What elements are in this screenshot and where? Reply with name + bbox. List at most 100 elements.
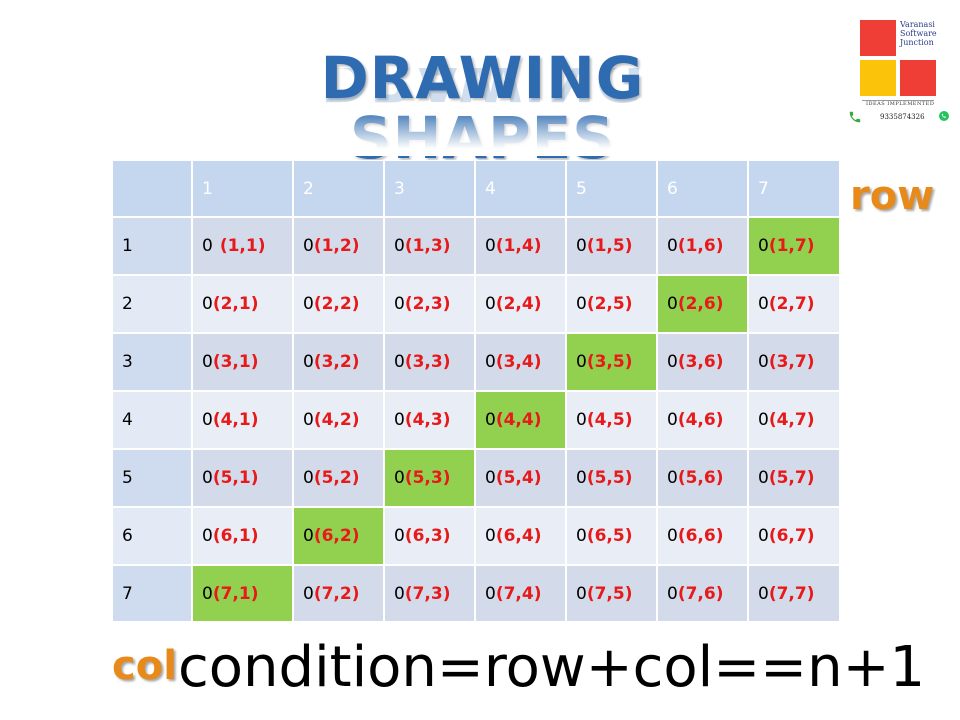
- cell-coordinate: (6,1): [212, 526, 259, 546]
- cell-value: 0: [667, 236, 678, 256]
- row-label: row: [850, 173, 935, 219]
- cell-value: 0: [576, 526, 587, 546]
- logo-name: Varanasi Software Junction: [900, 20, 960, 47]
- cell-value: 0: [667, 526, 678, 546]
- table-cell: 0 (6,7): [748, 507, 840, 565]
- cell-coordinate: (5,7): [768, 468, 815, 488]
- condition-text: condition=row+col==n+1: [178, 635, 926, 700]
- cell-value: 0: [394, 236, 405, 256]
- table-cell-highlighted: 0 (5,3): [384, 449, 475, 507]
- table-cell: 0 (4,5): [566, 391, 657, 449]
- cell-coordinate: (4,4): [495, 410, 542, 430]
- table-cell: 0 (4,2): [293, 391, 384, 449]
- cell-coordinate: (1,4): [495, 236, 542, 256]
- whatsapp-icon: [939, 111, 949, 121]
- cell-coordinate: (5,6): [677, 468, 724, 488]
- cell-coordinate: (4,5): [586, 410, 633, 430]
- cell-value: 0: [202, 236, 213, 256]
- cell-value: 0: [485, 352, 496, 372]
- row-header: 5: [112, 449, 192, 507]
- column-header: 6: [657, 160, 748, 217]
- cell-value: 0: [667, 294, 678, 314]
- cell-value: 0: [394, 294, 405, 314]
- matrix-table: 1 2 3 4 5 6 7 1 0 (1,1) 0 (1,2) 0 (1,3) 0 (1,4) 0 (1,5) 0(…: [112, 160, 840, 622]
- table-cell: 0 (5,2): [293, 449, 384, 507]
- cell-value: 0: [202, 583, 213, 604]
- table-cell: 0 (5,4): [475, 449, 566, 507]
- cell-value: 0: [485, 468, 496, 488]
- cell-coordinate: (2,1): [212, 294, 259, 314]
- cell-coordinate: (7,6): [677, 583, 724, 604]
- table-cell: 0 (5,5): [566, 449, 657, 507]
- cell-coordinate: (3,6): [677, 352, 724, 372]
- cell-coordinate: (5,3): [404, 468, 451, 488]
- cell-value: 0: [576, 352, 587, 372]
- row-header: 1: [112, 217, 192, 275]
- logo-divider: [862, 100, 934, 101]
- table-cell: 0 (3,6): [657, 333, 748, 391]
- logo-red-square: [860, 20, 896, 56]
- cell-value: 0: [303, 526, 314, 546]
- cell-value: 0: [202, 294, 213, 314]
- cell-value: 0: [667, 352, 678, 372]
- cell-value: 0: [303, 236, 314, 256]
- cell-value: 0: [394, 468, 405, 488]
- table-cell-highlighted: 0 (6,2): [293, 507, 384, 565]
- cell-value: 0: [303, 468, 314, 488]
- table-cell: 0 (6,5): [566, 507, 657, 565]
- cell-coordinate: (7,2): [313, 583, 360, 604]
- reflection-fade: [205, 108, 760, 156]
- col-label: col: [112, 643, 177, 689]
- table-cell: 0 (5,1): [192, 449, 293, 507]
- cell-value: 0: [758, 410, 769, 430]
- table-cell: 0 (6,3): [384, 507, 475, 565]
- cell-coordinate: (7,7): [768, 583, 815, 604]
- cell-value: 0: [485, 526, 496, 546]
- cell-coordinate: (4,3): [404, 410, 451, 430]
- cell-coordinate: (4,7): [768, 410, 815, 430]
- table-cell: 0 (6,6): [657, 507, 748, 565]
- cell-coordinate: (4,6): [677, 410, 724, 430]
- cell-value: 0: [758, 352, 769, 372]
- table-cell: 0 (2,1): [192, 275, 293, 333]
- cell-coordinate: (3,1): [212, 352, 259, 372]
- cell-coordinate: (1,6): [677, 236, 724, 256]
- logo-name-line: Varanasi: [900, 20, 935, 29]
- column-header: 3: [384, 160, 475, 217]
- cell-value: 0: [202, 352, 213, 372]
- row-header: 2: [112, 275, 192, 333]
- table-cell: 0 (4,1): [192, 391, 293, 449]
- cell-coordinate: (2,5): [586, 294, 633, 314]
- logo-tagline: IDEAS IMPLEMENTED: [866, 101, 935, 107]
- cell-coordinate: (1,7): [768, 236, 815, 256]
- table-cell: 0 (4,6): [657, 391, 748, 449]
- cell-coordinate: (1,5): [586, 236, 633, 256]
- cell-value: 0: [576, 294, 587, 314]
- cell-coordinate: (6,5): [586, 526, 633, 546]
- logo-red-square-2: [900, 60, 936, 96]
- column-header: 7: [748, 160, 840, 217]
- table-cell: 0 (6,1): [192, 507, 293, 565]
- column-header: 4: [475, 160, 566, 217]
- cell-value: 0: [758, 236, 769, 256]
- cell-value: 0: [758, 468, 769, 488]
- table-corner: [112, 160, 192, 217]
- cell-value: 0: [758, 583, 769, 604]
- company-logo: Varanasi Software Junction IDEAS IMPLEME…: [849, 18, 960, 128]
- cell-value: 0: [202, 468, 213, 488]
- table-cell-highlighted: 0 (4,4): [475, 391, 566, 449]
- cell-coordinate: (1,2): [313, 236, 360, 256]
- cell-coordinate: (1,3): [404, 236, 451, 256]
- table-cell-highlighted: 0 (3,5): [566, 333, 657, 391]
- table-cell: 0 (2,3): [384, 275, 475, 333]
- row-header: 4: [112, 391, 192, 449]
- cell-coordinate: (3,2): [313, 352, 360, 372]
- cell-coordinate: (6,2): [313, 526, 360, 546]
- cell-coordinate: (7,4): [495, 583, 542, 604]
- page-title: DRAWING SHAPES: [320, 44, 645, 168]
- logo-name-line: Junction: [900, 38, 934, 47]
- row-header: 6: [112, 507, 192, 565]
- cell-coordinate: (7,1): [212, 583, 259, 604]
- table-cell: 0 (1,1): [192, 217, 293, 275]
- cell-coordinate: (2,7): [768, 294, 815, 314]
